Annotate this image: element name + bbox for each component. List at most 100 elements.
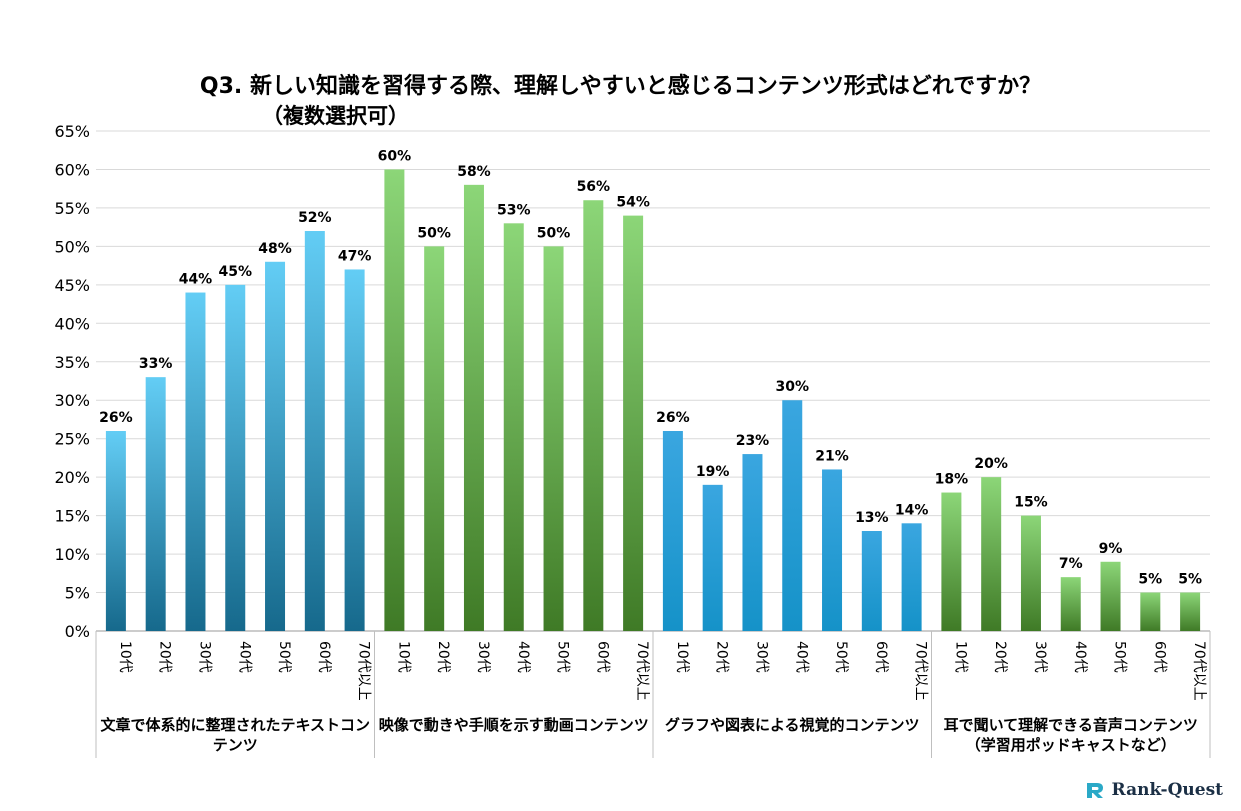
data-label: 9% [1099, 541, 1123, 557]
y-tick-label: 30% [54, 391, 90, 410]
y-tick-label: 5% [65, 584, 90, 603]
x-tick-label: 60代 [873, 641, 889, 673]
x-tick-label: 60代 [316, 641, 332, 673]
data-label: 14% [895, 502, 929, 518]
data-label: 19% [696, 464, 730, 480]
bar [822, 469, 843, 631]
bar [304, 231, 325, 631]
x-tick-label: 20代 [992, 641, 1008, 673]
y-tick-label: 45% [54, 276, 90, 295]
bar [901, 523, 922, 631]
bar [782, 400, 803, 631]
bar [463, 184, 484, 631]
category-label: 文章で体系的に整理されたテキストコン [100, 716, 370, 734]
x-tick-label: 20代 [435, 641, 451, 673]
x-tick-label: 10代 [952, 641, 968, 673]
bar [145, 377, 166, 631]
data-label: 54% [616, 195, 650, 211]
data-label: 56% [577, 179, 611, 195]
x-tick-label: 70代以上 [356, 641, 372, 701]
bar [1100, 561, 1121, 631]
bar [702, 484, 723, 631]
x-axis: 10代 20代 30代 40代 50代 60代 70代以上文章で体系的に整理されたテキストコ… [95, 631, 1211, 758]
y-tick-label: 60% [54, 160, 90, 179]
gridlines [96, 130, 1210, 632]
x-tick-label: 40代 [236, 641, 252, 673]
bar [185, 292, 206, 631]
x-tick-label: 50代 [1112, 641, 1128, 673]
y-tick-label: 35% [54, 353, 90, 372]
brand-name: Rank-Quest [1111, 780, 1223, 800]
data-label: 58% [457, 164, 491, 180]
x-tick-label: 20代 [157, 641, 173, 673]
x-tick-label: 70代以上 [634, 641, 650, 701]
y-tick-label: 20% [54, 468, 90, 487]
x-tick-label: 60代 [1151, 641, 1167, 673]
x-tick-label: 30代 [475, 641, 491, 673]
data-label: 13% [855, 510, 889, 526]
chart-title: Q3. 新しい知識を習得する際、理解しやすいと感じるコンテンツ形式はどれですか？ [199, 74, 1042, 99]
data-label: 53% [497, 202, 531, 218]
x-tick-label: 10代 [395, 641, 411, 673]
data-label: 45% [218, 264, 252, 280]
bar [384, 169, 405, 631]
data-label: 50% [417, 225, 451, 241]
bar [543, 246, 564, 631]
x-tick-label: 50代 [555, 641, 571, 673]
category-label: （学習用ポッドキャストなど） [966, 736, 1176, 754]
x-tick-label: 20代 [714, 641, 730, 673]
data-label: 7% [1059, 556, 1083, 572]
data-label: 33% [139, 356, 173, 372]
y-tick-label: 0% [65, 622, 90, 641]
y-tick-label: 10% [54, 545, 90, 564]
bar [861, 531, 882, 631]
x-tick-label: 10代 [674, 641, 690, 673]
bar [105, 431, 126, 631]
bar [742, 454, 763, 631]
x-tick-label: 60代 [594, 641, 610, 673]
bar [941, 492, 962, 631]
x-tick-label: 50代 [276, 641, 292, 673]
bar [265, 261, 286, 631]
bars: 26% 33% 44% 45% 48% 52% 47% 60% 50% 58% 53% 50% 56% 5… [99, 148, 1202, 632]
x-tick-label: 30代 [1032, 641, 1048, 673]
bar [1140, 592, 1161, 631]
x-tick-label: 30代 [196, 641, 212, 673]
bar [662, 431, 683, 631]
bar [344, 269, 365, 631]
brand-logo: Rank-Quest [1084, 779, 1223, 801]
data-label: 15% [1014, 495, 1048, 511]
category-label: グラフや図表による視覚的コンテンツ [665, 716, 920, 734]
y-tick-label: 40% [54, 314, 90, 333]
category-label: 映像で動きや手順を示す動画コンテンツ [379, 716, 649, 734]
x-tick-label: 50代 [833, 641, 849, 673]
bar [225, 284, 246, 631]
bar [1180, 592, 1201, 631]
data-label: 50% [537, 225, 571, 241]
data-label: 44% [179, 272, 213, 288]
data-label: 26% [656, 410, 690, 426]
data-label: 26% [99, 410, 133, 426]
data-label: 5% [1138, 572, 1162, 588]
y-tick-label: 50% [54, 237, 90, 256]
data-label: 48% [258, 241, 292, 257]
chart-subtitle: （複数選択可） [262, 104, 409, 128]
y-axis-ticks: 0% 5% 10% 15% 20% 25% 30% 35% 40% 45% 50% 55% 60% 65% [54, 122, 90, 641]
x-tick-label: 70代以上 [913, 641, 929, 701]
bar [1060, 577, 1081, 631]
y-tick-label: 65% [54, 122, 90, 141]
data-label: 21% [815, 448, 849, 464]
y-tick-label: 55% [54, 199, 90, 218]
y-tick-label: 25% [54, 430, 90, 449]
x-tick-label: 40代 [515, 641, 531, 673]
data-label: 30% [775, 379, 809, 395]
x-tick-label: 10代 [117, 641, 133, 673]
data-label: 60% [378, 148, 412, 164]
x-tick-label: 70代以上 [1191, 641, 1207, 701]
bar [1020, 515, 1041, 631]
data-label: 18% [935, 472, 969, 488]
bar [424, 246, 445, 631]
bar [623, 215, 644, 631]
data-label: 23% [736, 433, 770, 449]
